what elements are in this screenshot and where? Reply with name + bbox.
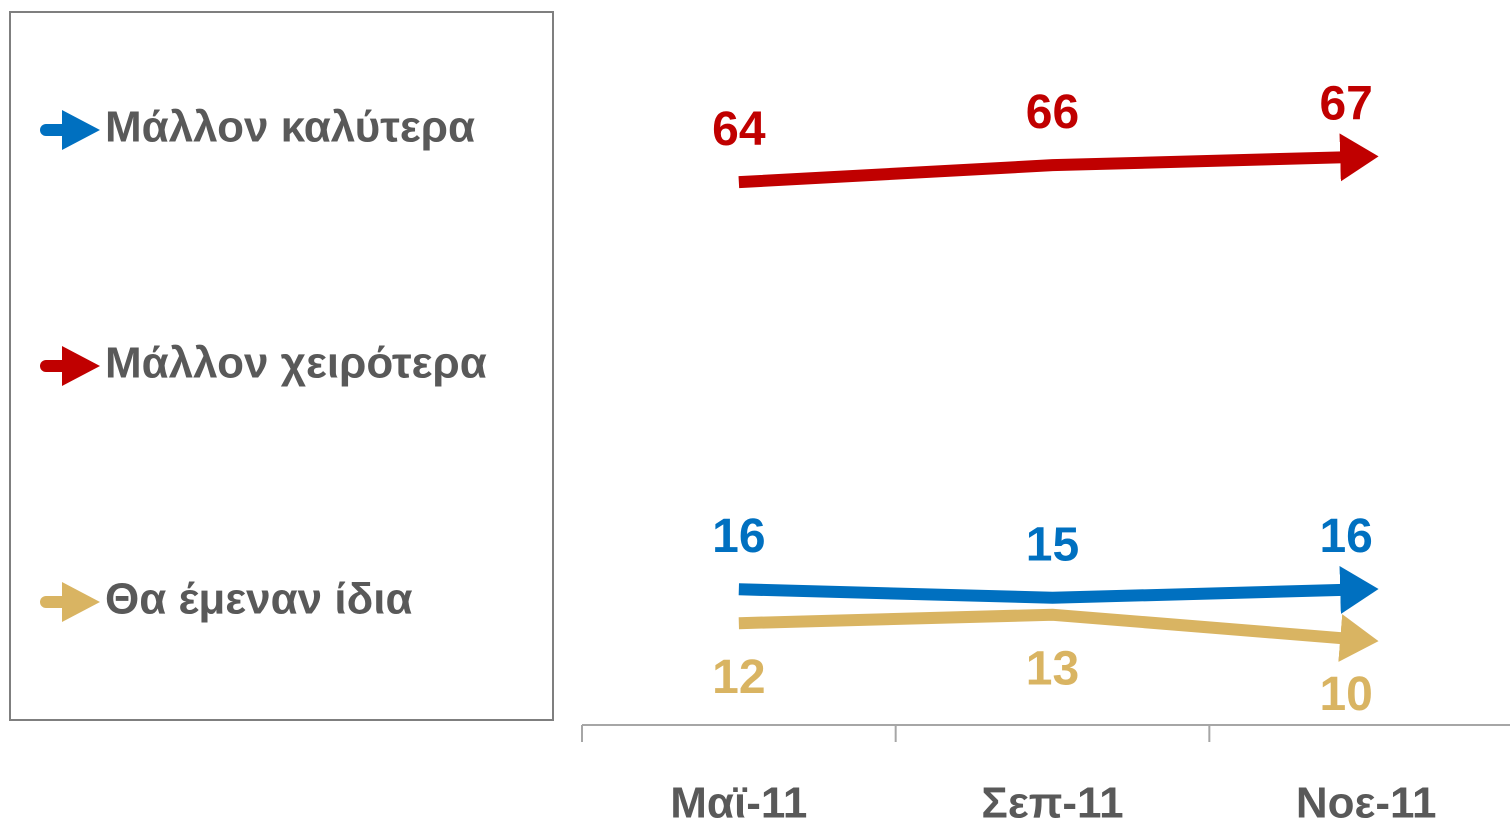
data-label: 13 — [1026, 642, 1079, 695]
legend-label: Μάλλον χειρότερα — [105, 339, 487, 388]
series-line — [738, 565, 1379, 614]
legend-label: Μάλλον καλύτερα — [105, 103, 475, 152]
legend-label: Θα έμεναν ίδια — [105, 575, 413, 624]
data-label: 10 — [1319, 668, 1372, 721]
data-label: 64 — [712, 103, 766, 156]
data-label: 16 — [712, 510, 765, 563]
series-line — [738, 608, 1379, 662]
x-tick-label: Μαϊ-11 — [670, 779, 807, 826]
data-label: 16 — [1319, 510, 1372, 563]
x-tick-label: Σεπ-11 — [981, 779, 1123, 826]
data-label: 12 — [712, 651, 765, 704]
x-tick-label: Νοε-11 — [1296, 779, 1437, 826]
data-label: 15 — [1026, 518, 1079, 571]
data-label: 67 — [1319, 77, 1372, 130]
legend-swatch-head — [62, 582, 100, 622]
legend-box — [9, 11, 554, 721]
series-line — [738, 133, 1379, 189]
legend-swatch-head — [62, 346, 100, 386]
data-label: 66 — [1026, 86, 1079, 139]
legend-swatch-head — [62, 110, 100, 150]
